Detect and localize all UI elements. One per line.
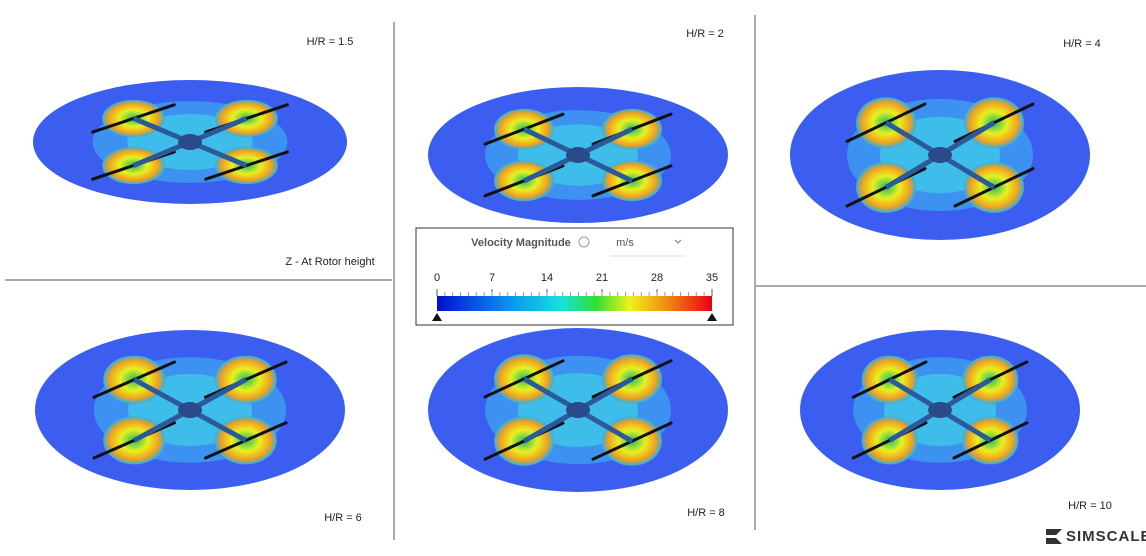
drone-arm <box>133 407 192 443</box>
panel-label: H/R = 10 <box>1068 500 1112 512</box>
panels: H/R = 1.5 H/R = 2 H/R = 4 H/R = 6 H/R = 8 H/R… <box>33 28 1112 524</box>
drone-body <box>928 402 952 418</box>
unit-select[interactable]: m/s <box>616 237 634 249</box>
info-icon[interactable] <box>578 236 590 248</box>
drone-arm <box>133 377 192 413</box>
drone-arm <box>938 152 996 190</box>
drone-body <box>566 402 590 418</box>
drone-arm <box>884 152 942 190</box>
panel-label: H/R = 2 <box>686 28 724 40</box>
panel <box>428 87 728 223</box>
legend-tick-label: 14 <box>541 272 553 284</box>
legend-title: Velocity Magnitude <box>471 237 571 249</box>
annotation: Z - At Rotor height <box>285 256 374 268</box>
logo-icon <box>1046 529 1062 544</box>
legend-tick-label: 21 <box>596 272 608 284</box>
drone-arm <box>884 120 942 158</box>
drone-body <box>178 402 202 418</box>
panel-label: H/R = 1.5 <box>307 36 354 48</box>
panel <box>800 330 1080 490</box>
panel <box>35 330 345 490</box>
drone-body <box>566 147 590 163</box>
panel <box>790 70 1090 240</box>
panel <box>33 80 347 204</box>
drone-body <box>928 147 952 163</box>
drone-arm <box>188 407 247 443</box>
logo: SIMSCALE <box>1046 528 1146 545</box>
legend-tick-label: 7 <box>489 272 495 284</box>
panel-label: H/R = 4 <box>1063 38 1101 50</box>
legend-tick-label: 28 <box>651 272 663 284</box>
legend-tick-label: 35 <box>706 272 718 284</box>
color-bar <box>437 296 712 311</box>
drone-arm <box>938 120 996 158</box>
panel-label: H/R = 6 <box>324 512 362 524</box>
panel <box>428 328 728 492</box>
drone-body <box>178 134 202 150</box>
chevron[interactable] <box>674 239 682 244</box>
logo-text: SIMSCALE <box>1066 528 1146 545</box>
panel-label: H/R = 8 <box>687 507 725 519</box>
color-legend: Velocity Magnitude m/s 0 7 14 21 28 35 <box>415 227 734 326</box>
drone-arm <box>188 377 247 413</box>
legend-tick-label: 0 <box>434 272 440 284</box>
